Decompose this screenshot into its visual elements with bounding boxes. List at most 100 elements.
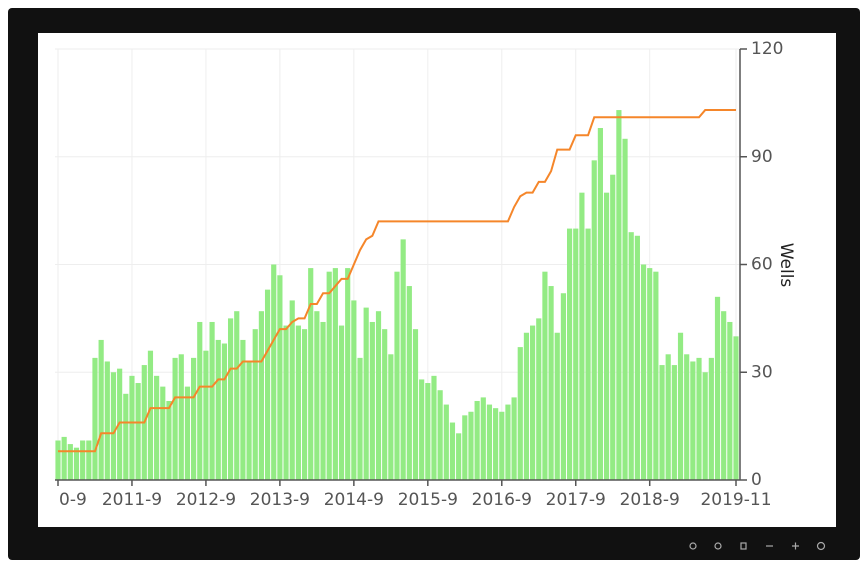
bar [123,393,129,480]
y-tick-label: 120 [751,39,783,59]
bar [147,350,154,480]
bar [135,383,141,480]
bar [548,286,554,480]
x-tick-label: 2015-9 [398,490,458,510]
button[interactable] [740,542,747,550]
bar [585,228,591,480]
bar [67,444,73,480]
x-tick-label: 2018-9 [620,490,680,510]
bar [92,357,98,480]
button[interactable] [714,542,722,550]
bar [80,440,86,480]
bar [530,325,536,480]
bar [215,339,221,480]
bar [209,321,215,480]
bar [443,404,449,480]
bar [369,321,375,480]
bar [493,408,499,480]
y-tick-label: 30 [751,362,773,382]
bar [160,386,166,480]
bar [456,433,462,480]
y-tick-label: 0 [751,470,762,490]
bar [252,329,258,480]
bar [400,239,406,480]
bar [264,289,271,480]
bar [178,354,184,480]
bar [345,268,351,480]
bar [351,300,357,480]
bar [474,400,480,480]
button[interactable] [816,541,826,551]
bar [357,357,363,480]
bar [98,339,104,480]
bar [610,174,616,481]
bar [240,339,246,480]
bar [690,361,696,480]
bar [566,228,573,480]
bar [437,390,443,480]
bar [573,228,579,480]
bar [419,379,425,480]
bar [480,397,486,480]
bar [579,192,585,480]
bar [271,264,277,480]
bar [406,286,412,480]
bar [197,321,203,480]
bar [523,332,530,480]
bar [86,440,92,480]
bar [603,192,610,480]
bar [61,436,67,480]
line [58,109,736,453]
bar [468,411,474,480]
bar [733,336,739,480]
bar [129,375,135,480]
bezel-buttons [689,541,826,551]
x-tick-label: 2017-9 [546,490,606,510]
bar [684,354,690,480]
bar [677,332,684,480]
bar [308,268,314,480]
button[interactable] [689,542,697,550]
bar [721,311,727,480]
bar [394,271,400,480]
bar [505,404,511,480]
x-tick-label: 2019-11 [700,490,771,510]
bar [172,357,178,480]
bar [203,350,209,480]
bar [659,365,665,480]
bar [314,311,320,480]
bar [234,311,240,480]
bar [511,397,517,480]
y-axis-label: Wells [776,243,796,288]
bar [616,110,622,480]
x-tick-label: 2013-9 [250,490,310,510]
bar [412,329,419,480]
bar [320,321,326,480]
bar [647,268,653,480]
x-tick-label: 2012-9 [176,490,236,510]
bar [382,329,388,480]
bar [283,325,289,480]
bar [110,372,117,480]
bar [542,271,548,480]
bar [55,440,61,480]
x-tick-label: 2011-9 [102,490,162,510]
bar [363,307,369,480]
bar [191,357,197,480]
x-tick-label: 2016-9 [472,490,532,510]
button[interactable] [792,542,799,550]
bar [591,160,597,480]
bar [289,300,295,480]
bar [388,354,394,480]
bar [653,271,659,480]
bar [277,275,283,480]
bar [696,357,702,480]
bar [714,296,721,480]
bar [665,354,671,480]
bar [431,375,437,480]
bar [640,264,647,480]
bar [221,343,228,480]
bar [499,411,505,480]
bar [184,386,191,480]
